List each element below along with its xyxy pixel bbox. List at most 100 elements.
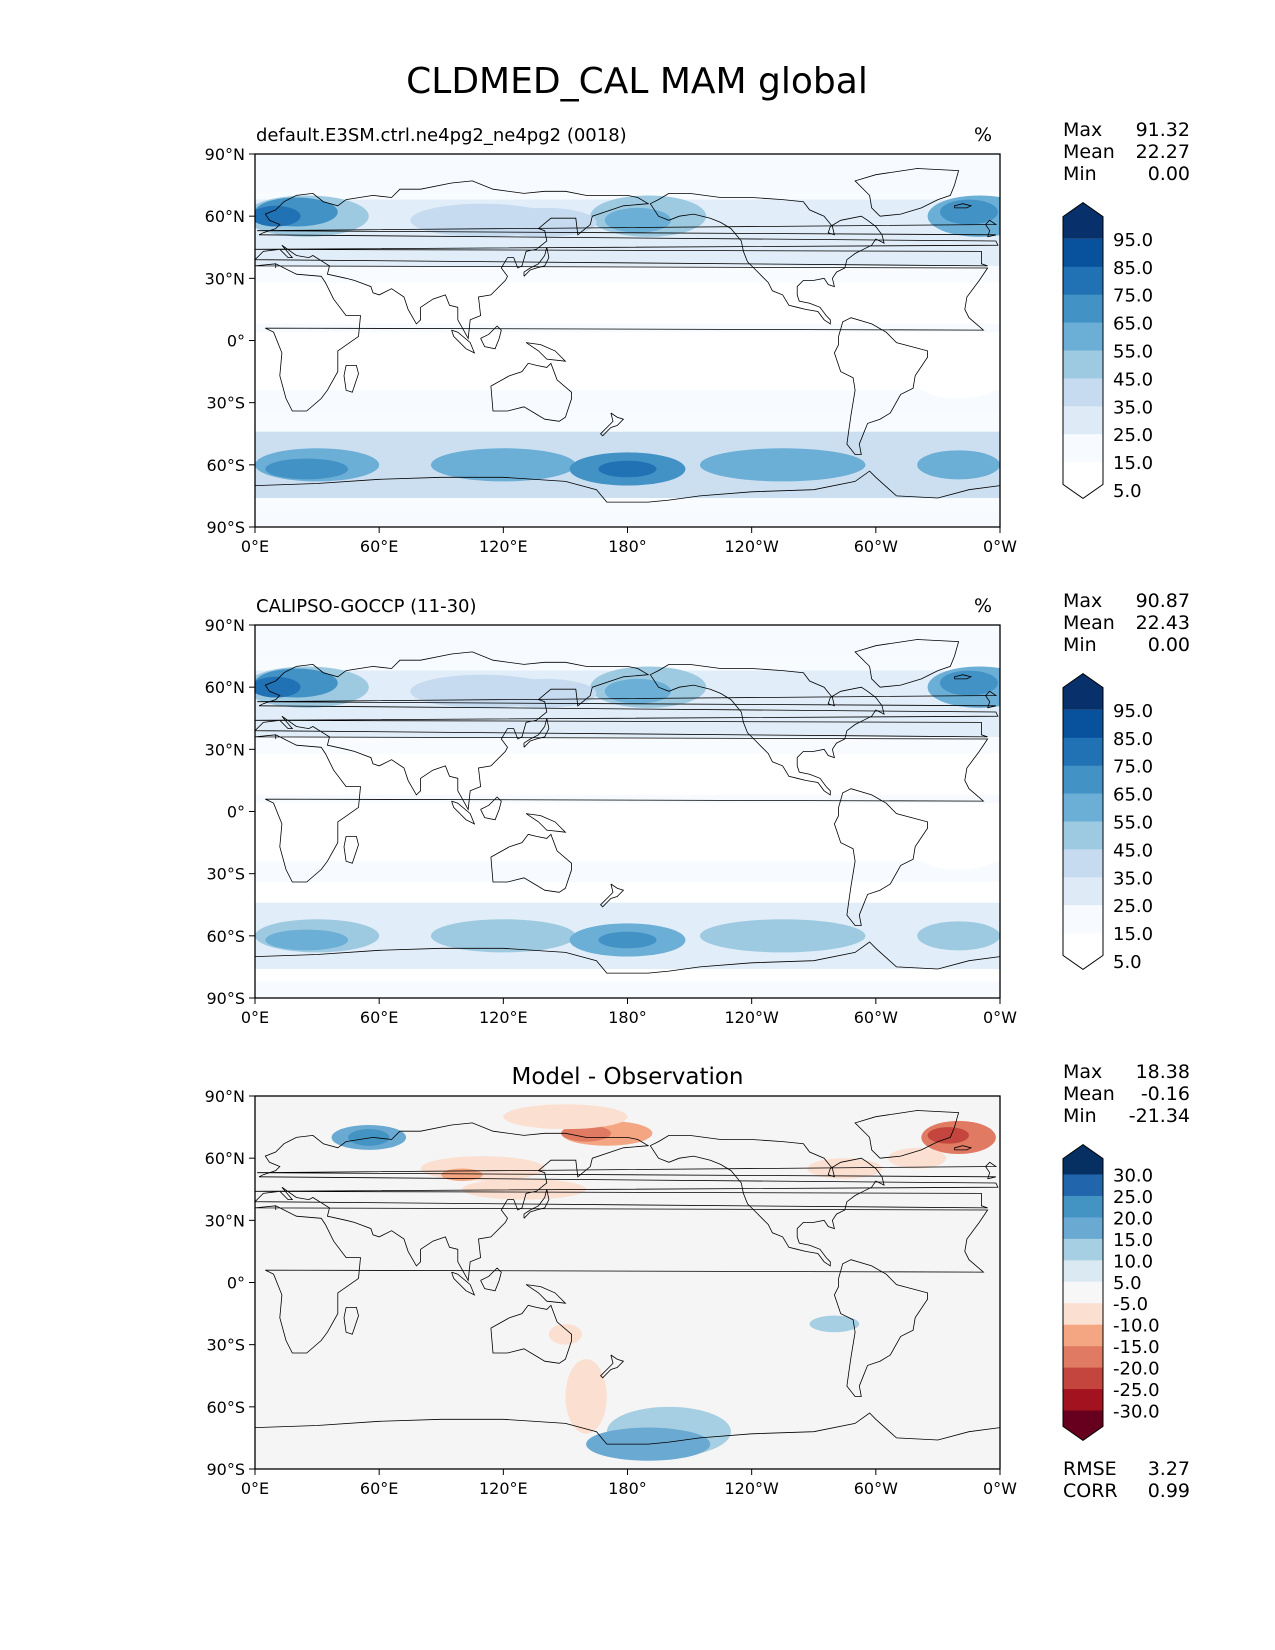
colorbar-segment (1063, 709, 1103, 739)
lon-tick-label: 60°W (854, 537, 898, 556)
lat-tick-label: 30°S (206, 865, 245, 884)
colorbar-label: 35.0 (1113, 868, 1153, 889)
coastline (480, 1267, 502, 1292)
coastline (255, 651, 999, 811)
coastline (954, 674, 973, 680)
colorbar-label: 20.0 (1113, 1208, 1153, 1229)
colorbar-segment (1063, 1389, 1103, 1412)
colorbar-segment (1063, 1195, 1103, 1218)
colorbar-segment (1063, 1346, 1103, 1369)
difference-background (255, 1096, 1000, 1469)
lon-tick-label: 60°W (854, 1008, 898, 1027)
difference-contour (420, 1156, 545, 1181)
metric-value: 0.99 (1148, 1480, 1190, 1502)
coastline (451, 1271, 476, 1296)
difference-contour (809, 1315, 860, 1333)
colorbar-label: 30.0 (1113, 1165, 1153, 1186)
lat-tick-label: 90°S (206, 1460, 245, 1479)
coastline (833, 1259, 928, 1397)
coastline (649, 1135, 885, 1267)
coastline (255, 941, 1000, 974)
test-contour (699, 448, 866, 482)
coastline (255, 1122, 999, 1282)
coastline (343, 836, 359, 864)
stat-value: -21.34 (1129, 1105, 1190, 1127)
reference-contour (699, 919, 866, 953)
difference-title: Model - Observation (511, 1064, 743, 1090)
colorbar-label: 65.0 (1113, 314, 1153, 335)
colorbar-label: 75.0 (1113, 757, 1153, 778)
colorbar-segment (1063, 1217, 1103, 1240)
lat-tick-label: 90°S (206, 989, 245, 1008)
colorbar-label: -10.0 (1113, 1316, 1160, 1337)
coastline (490, 1304, 572, 1364)
colorbar-segment (1063, 765, 1103, 795)
stat-label: Mean (1063, 141, 1115, 163)
stat-label: Max (1063, 119, 1102, 141)
coastline (525, 1284, 567, 1304)
reference-contour (265, 929, 349, 951)
difference-contour (348, 1129, 390, 1146)
lon-tick-label: 60°W (854, 1479, 898, 1498)
lat-tick-label: 30°N (205, 1211, 245, 1230)
colorbar-segment (1063, 1238, 1103, 1261)
panels: default.E3SM.ctrl.ne4pg2_ne4pg2 (0018) % 9… (205, 119, 1190, 1502)
reference-contour (598, 931, 657, 949)
colorbar-outline (1062, 1143, 1104, 1442)
colorbar-segment (1063, 1367, 1103, 1390)
lat-tick-label: 90°S (206, 518, 245, 537)
test-contour (265, 458, 349, 480)
lon-tick-label: 120°E (479, 1479, 528, 1498)
stat-value: 18.38 (1136, 1061, 1190, 1083)
colorbar-segment (1063, 849, 1103, 878)
metric-label: RMSE (1063, 1458, 1117, 1480)
coastline (255, 1412, 1000, 1445)
colorbar-segment (1063, 1144, 1103, 1175)
colorbar-label: 5.0 (1113, 952, 1142, 973)
colorbar-label: 85.0 (1113, 729, 1153, 750)
coastline (257, 219, 998, 238)
stat-value: 22.43 (1136, 612, 1190, 634)
lat-tick-label: 90°N (205, 145, 245, 164)
lon-tick-label: 180° (608, 1479, 647, 1498)
difference-contour (888, 1147, 947, 1169)
lon-tick-label: 120°W (724, 537, 779, 556)
colorbar-segment (1063, 1303, 1103, 1326)
metric-value: 3.27 (1148, 1458, 1190, 1480)
stat-label: Min (1063, 1105, 1097, 1127)
test-units: % (974, 124, 992, 146)
colorbar-segment (1063, 350, 1103, 379)
lat-tick-label: 30°S (206, 1336, 245, 1355)
reference-contour (255, 676, 301, 698)
reference-contour (492, 678, 597, 708)
colorbar-segment (1063, 821, 1103, 850)
lat-tick-label: 60°N (205, 678, 245, 697)
lon-tick-label: 120°E (479, 537, 528, 556)
colorbar-label: 55.0 (1113, 342, 1153, 363)
colorbar-segment (1063, 294, 1103, 324)
coastline (525, 813, 567, 833)
colorbar-segment (1063, 378, 1103, 407)
coastline (255, 180, 999, 340)
difference-panel: Model - Observation 90°N 60°N 30°N 0° 30°S 60°… (205, 1061, 1190, 1502)
coastline (954, 203, 973, 209)
lon-tick-label: 0°E (241, 537, 269, 556)
colorbar-label: 35.0 (1113, 397, 1153, 418)
colorbar-segment (1063, 462, 1103, 499)
colorbar-segment (1063, 266, 1103, 296)
colorbar-label: 45.0 (1113, 369, 1153, 390)
colorbar-label: 15.0 (1113, 453, 1153, 474)
difference-contour (927, 1127, 969, 1144)
colorbar-label: 25.0 (1113, 1187, 1153, 1208)
lon-tick-label: 120°W (724, 1479, 779, 1498)
lon-tick-label: 120°E (479, 1008, 528, 1027)
colorbar-segment (1063, 1260, 1103, 1283)
colorbar-label: 25.0 (1113, 896, 1153, 917)
lon-tick-label: 60°E (360, 1008, 398, 1027)
colorbar-label: 15.0 (1113, 1230, 1153, 1251)
stat-value: 0.00 (1148, 634, 1190, 656)
colorbar-label: 65.0 (1113, 785, 1153, 806)
stat-label: Max (1063, 1061, 1102, 1083)
coastline (490, 833, 572, 893)
stat-label: Min (1063, 634, 1097, 656)
